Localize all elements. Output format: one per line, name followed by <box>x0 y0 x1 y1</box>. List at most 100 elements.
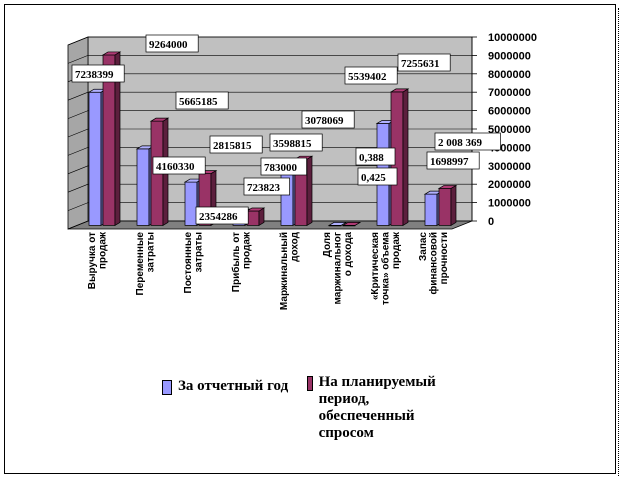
bar-top <box>149 117 170 122</box>
x-category-label: Прибыль отпродаж <box>230 231 253 292</box>
y-tick-label: 1000000 <box>488 198 531 210</box>
data-label-box <box>269 133 323 152</box>
data-label-box <box>434 132 501 151</box>
data-label-box <box>243 177 290 196</box>
data-label: 0,425 <box>361 172 386 184</box>
y-tick-label: 8000000 <box>488 69 531 81</box>
gridline-side <box>67 91 89 101</box>
y-tick-label: 0 <box>488 216 494 228</box>
x-category-label: Выручка отпродаж <box>87 231 109 289</box>
x-category-label-line: Выручка от <box>87 232 98 289</box>
x-category-label-line: Доля <box>322 232 333 257</box>
legend-label-planned-period: На планируемый период, обеспеченный спро… <box>318 374 436 441</box>
x-category-label-line: затраты <box>194 232 205 272</box>
x-category-label: Постоянныезатраты <box>183 232 205 294</box>
x-category-label: Переменныезатраты <box>135 232 157 296</box>
y-tick-label: 7000000 <box>488 87 531 99</box>
data-label-box <box>397 53 451 72</box>
bar-front <box>280 168 294 226</box>
x-category-label-line: маржинальног <box>333 232 344 304</box>
data-label-box <box>344 66 398 85</box>
x-category-label-line: Запас <box>418 232 429 261</box>
gridline-side <box>67 55 89 64</box>
data-label: 5539402 <box>348 71 387 83</box>
data-label: 1698997 <box>430 156 469 168</box>
bar-top <box>101 51 122 56</box>
gridline-side <box>67 165 89 175</box>
x-category-label-line: продаж <box>98 231 109 269</box>
bar-front <box>184 181 198 226</box>
gridline-side <box>67 128 89 138</box>
x-category-label: «Критическаяточка» объемапродаж <box>370 231 402 305</box>
chart-frame <box>4 4 619 476</box>
x-category-label-line: прочности <box>439 232 450 284</box>
data-label-box <box>175 91 229 110</box>
data-label: 5665185 <box>179 96 218 108</box>
x-category-label-line: о дохода <box>343 232 354 277</box>
gridline-side <box>67 110 89 119</box>
data-label-box <box>145 34 199 53</box>
x-category-label-line: доход <box>290 231 301 261</box>
bar-front <box>88 91 102 226</box>
data-label: 3598815 <box>273 138 312 150</box>
data-label: 7238399 <box>75 69 114 81</box>
data-label-box <box>195 206 249 225</box>
x-category-label-line: финансовой <box>428 232 440 294</box>
bar-top <box>389 88 410 93</box>
bar-front <box>424 193 438 226</box>
bar-top <box>341 222 362 226</box>
x-category-label: Маржинальныйдоход <box>279 231 301 310</box>
data-label: 2354286 <box>199 211 238 223</box>
data-label-box <box>355 147 396 166</box>
y-tick-label: 10000000 <box>488 32 537 44</box>
bar-front <box>246 210 260 226</box>
x-category-label-line: затраты <box>146 232 157 272</box>
legend: За отчетный год На планируемый период, о… <box>162 372 462 441</box>
data-label: 2815815 <box>213 140 252 152</box>
data-label-box <box>209 135 263 154</box>
data-label: 4160330 <box>156 161 195 173</box>
legend-swatch-planned-period <box>307 376 313 391</box>
bar-side <box>450 184 457 227</box>
x-category-label-line: «Критическая <box>370 232 381 300</box>
bar-side <box>402 88 409 227</box>
x-category-label: Запасфинансовойпрочности <box>418 232 450 295</box>
x-category-label-line: Переменные <box>135 232 146 296</box>
y-tick-label: 6000000 <box>488 106 531 118</box>
x-category-label: Долямаржинального дохода <box>322 232 354 305</box>
gridline-side <box>67 183 89 193</box>
bar-side <box>306 155 313 227</box>
gridline-side <box>67 202 89 211</box>
gridline-side <box>67 147 89 156</box>
y-tick-label: 3000000 <box>488 161 531 173</box>
data-label: 7255631 <box>401 58 440 70</box>
legend-swatch-reported-year <box>162 380 172 395</box>
data-label-box <box>260 157 307 176</box>
x-category-label-line: точка» объема <box>380 232 392 305</box>
data-label-box <box>357 167 398 186</box>
data-label-box <box>426 151 480 170</box>
x-category-label-line: Прибыль от <box>230 232 242 292</box>
bar-front <box>136 148 150 226</box>
x-category-label-line: продаж <box>391 231 402 269</box>
legend-item-reported-year: За отчетный год <box>162 378 288 395</box>
bar-top <box>245 207 266 212</box>
bar-top <box>437 185 458 189</box>
data-label: 3078069 <box>305 115 344 127</box>
y-tick-label: 2000000 <box>488 179 531 191</box>
legend-label-reported-year: За отчетный год <box>178 378 289 394</box>
gridline-side <box>67 36 89 46</box>
data-label-box <box>71 64 125 83</box>
data-label: 2 008 369 <box>438 137 483 149</box>
data-label: 0,388 <box>359 152 384 164</box>
legend-item-planned-period: На планируемый период, обеспеченный спро… <box>307 374 467 442</box>
data-label-box <box>152 156 206 175</box>
x-category-label-line: Маржинальный <box>279 232 290 310</box>
gridline-side <box>67 220 89 230</box>
data-label: 9264000 <box>149 39 188 51</box>
x-category-label-line: продаж <box>242 231 253 269</box>
x-category-label-line: Постоянные <box>183 232 194 294</box>
bar-top <box>327 222 348 226</box>
y-tick-label: 9000000 <box>488 50 531 62</box>
